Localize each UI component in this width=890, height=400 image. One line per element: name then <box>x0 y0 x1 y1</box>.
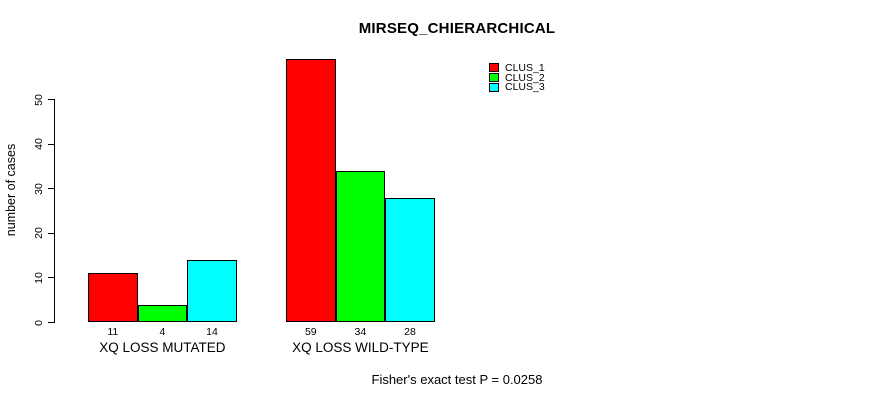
y-axis-line <box>54 99 55 323</box>
legend-label: CLUS_1 <box>505 61 545 74</box>
y-axis-label: number of cases <box>4 143 18 237</box>
y-tick-label: 0 <box>33 319 45 326</box>
legend-label: CLUS_2 <box>505 71 545 84</box>
y-tick-label: 30 <box>33 182 45 195</box>
y-tick-mark <box>48 322 55 323</box>
legend-swatch-clus_3 <box>489 82 499 92</box>
y-tick-label: 20 <box>33 227 45 240</box>
legend: CLUS_1 CLUS_2 CLUS_3 <box>489 63 545 92</box>
legend-item-clus_3: CLUS_3 <box>489 82 545 92</box>
bar-clus_2-group2 <box>335 170 386 323</box>
bar-value-label: 59 <box>304 325 317 338</box>
bar-clus_3-group2 <box>385 197 435 323</box>
bar-value-label: 4 <box>159 325 166 338</box>
y-tick-mark <box>48 188 55 190</box>
y-tick-mark <box>48 232 55 234</box>
legend-swatch-clus_1 <box>489 63 499 73</box>
y-tick-label: 40 <box>33 138 45 150</box>
bar-clus_3-group1 <box>187 260 237 323</box>
y-tick-label: 10 <box>33 272 45 284</box>
y-tick-label: 50 <box>33 93 45 106</box>
y-tick-mark <box>48 143 55 145</box>
bar-value-label: 11 <box>107 325 119 338</box>
bar-clus_1-group1 <box>88 273 138 323</box>
bar-value-label: 28 <box>404 325 416 338</box>
fisher-test-annotation: Fisher's exact test P = 0.0258 <box>371 372 543 387</box>
y-tick-mark <box>48 277 55 279</box>
y-tick-mark <box>48 99 55 100</box>
category-label-group2: XQ LOSS WILD-TYPE <box>292 339 429 355</box>
legend-item-clus_2: CLUS_2 <box>489 71 545 84</box>
category-label-group1: XQ LOSS MUTATED <box>99 339 226 355</box>
chart-title: MIRSEQ_CHIERARCHICAL <box>358 20 556 37</box>
bar-clus_2-group1 <box>137 304 188 323</box>
bar-clus_1-group2 <box>286 59 336 323</box>
legend-item-clus_1: CLUS_1 <box>489 63 545 73</box>
bar-value-label: 14 <box>206 325 218 338</box>
bar-value-label: 34 <box>354 325 367 338</box>
legend-label: CLUS_3 <box>505 81 545 94</box>
legend-swatch-clus_2 <box>489 73 499 83</box>
